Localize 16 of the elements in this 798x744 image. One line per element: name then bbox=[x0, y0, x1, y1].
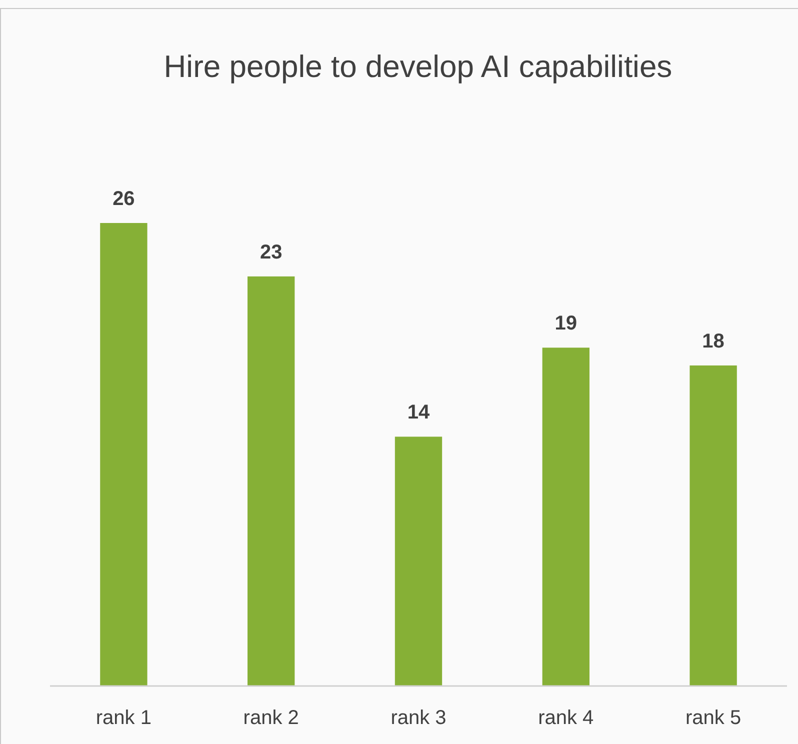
data-label: 26 bbox=[112, 188, 135, 210]
data-label: 19 bbox=[554, 312, 578, 335]
bar bbox=[690, 365, 737, 686]
bar bbox=[248, 276, 295, 686]
data-label: 14 bbox=[407, 402, 430, 424]
x-tick-label: rank 3 bbox=[390, 707, 446, 729]
bar bbox=[394, 436, 442, 686]
x-tick-label: rank 1 bbox=[96, 707, 152, 729]
bar bbox=[542, 348, 590, 686]
chart-title: Hire people to develop AI capabilities bbox=[164, 49, 672, 84]
data-label: 23 bbox=[260, 241, 282, 264]
x-tick-label: rank 4 bbox=[538, 707, 594, 729]
data-label: 18 bbox=[702, 330, 724, 352]
x-tick-label: rank 2 bbox=[243, 707, 299, 729]
bar bbox=[100, 223, 148, 686]
x-tick-label: rank 5 bbox=[686, 707, 742, 729]
